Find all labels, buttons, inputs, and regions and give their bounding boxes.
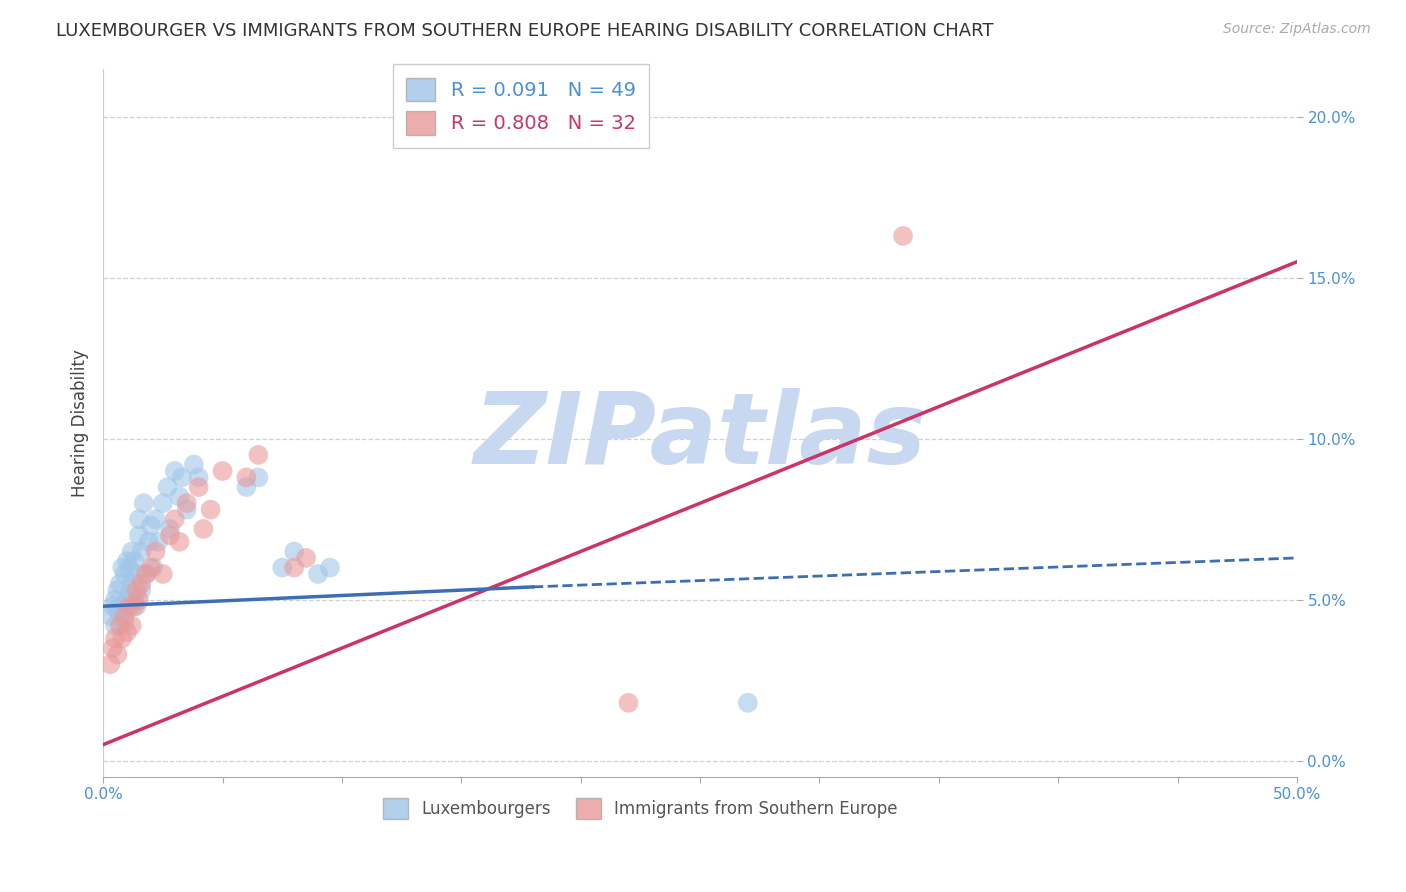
Point <box>128 528 150 542</box>
Point <box>235 480 257 494</box>
Point <box>142 560 165 574</box>
Point <box>125 583 148 598</box>
Point <box>107 648 129 662</box>
Point <box>156 480 179 494</box>
Point <box>193 522 215 536</box>
Point <box>163 512 186 526</box>
Point <box>114 615 136 630</box>
Point <box>114 608 136 623</box>
Point <box>111 599 134 614</box>
Point <box>98 608 121 623</box>
Point <box>108 608 131 623</box>
Point <box>170 470 193 484</box>
Y-axis label: Hearing Disability: Hearing Disability <box>72 349 89 497</box>
Point <box>135 567 157 582</box>
Point <box>115 554 138 568</box>
Point <box>131 576 153 591</box>
Point <box>101 641 124 656</box>
Point <box>176 502 198 516</box>
Point <box>115 624 138 639</box>
Point <box>891 229 914 244</box>
Point <box>104 632 127 646</box>
Point <box>295 550 318 565</box>
Point <box>122 592 145 607</box>
Point <box>135 567 157 582</box>
Point <box>159 522 181 536</box>
Point <box>307 567 329 582</box>
Point <box>737 696 759 710</box>
Point <box>319 560 342 574</box>
Legend: Luxembourgers, Immigrants from Southern Europe: Luxembourgers, Immigrants from Southern … <box>377 791 904 825</box>
Point <box>152 496 174 510</box>
Point <box>118 586 141 600</box>
Point <box>121 618 143 632</box>
Point <box>104 592 127 607</box>
Point <box>118 599 141 614</box>
Point <box>125 599 148 614</box>
Point <box>159 528 181 542</box>
Point <box>211 464 233 478</box>
Point <box>108 576 131 591</box>
Point <box>125 567 148 582</box>
Point <box>121 576 143 591</box>
Point <box>104 618 127 632</box>
Point <box>247 470 270 484</box>
Point <box>247 448 270 462</box>
Point <box>98 657 121 672</box>
Point <box>138 534 160 549</box>
Text: ZIPatlas: ZIPatlas <box>474 388 927 485</box>
Text: Source: ZipAtlas.com: Source: ZipAtlas.com <box>1223 22 1371 37</box>
Point <box>107 583 129 598</box>
Point <box>121 544 143 558</box>
Point <box>271 560 294 574</box>
Point <box>108 618 131 632</box>
Text: LUXEMBOURGER VS IMMIGRANTS FROM SOUTHERN EUROPE HEARING DISABILITY CORRELATION C: LUXEMBOURGER VS IMMIGRANTS FROM SOUTHERN… <box>56 22 994 40</box>
Point <box>187 480 209 494</box>
Point <box>176 496 198 510</box>
Point <box>131 544 153 558</box>
Point <box>132 496 155 510</box>
Point <box>169 490 191 504</box>
Point <box>200 502 222 516</box>
Point <box>107 602 129 616</box>
Point <box>152 567 174 582</box>
Point <box>115 592 138 607</box>
Point <box>111 632 134 646</box>
Point <box>139 518 162 533</box>
Point <box>122 554 145 568</box>
Point <box>131 583 153 598</box>
Point <box>145 544 167 558</box>
Point <box>114 567 136 582</box>
Point <box>128 512 150 526</box>
Point <box>122 599 145 614</box>
Point <box>183 458 205 472</box>
Point <box>163 464 186 478</box>
Point <box>118 560 141 574</box>
Point <box>139 560 162 574</box>
Point <box>128 592 150 607</box>
Point <box>146 534 169 549</box>
Point <box>187 470 209 484</box>
Point <box>169 534 191 549</box>
Point <box>235 470 257 484</box>
Point <box>101 599 124 614</box>
Point <box>617 696 640 710</box>
Point <box>283 560 305 574</box>
Point <box>283 544 305 558</box>
Point <box>145 512 167 526</box>
Point <box>111 560 134 574</box>
